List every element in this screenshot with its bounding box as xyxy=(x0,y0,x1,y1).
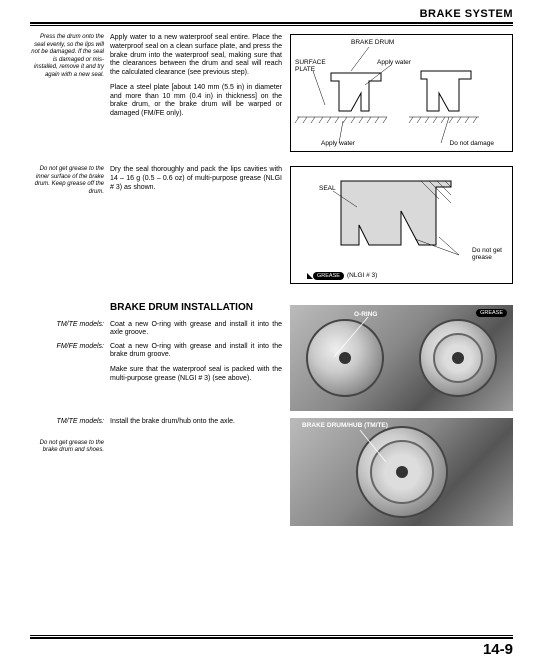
hr-top-thick xyxy=(30,22,513,24)
body-text-3: BRAKE DRUM INSTALLATION xyxy=(110,302,290,321)
body-text-4: Install the brake drum/hub onto the axle… xyxy=(110,418,290,433)
section-4: TM/TE models: Install the brake drum/hub… xyxy=(30,418,513,526)
s4-pa: Install the brake drum/hub onto the axle… xyxy=(110,418,282,427)
header-title: BRAKE SYSTEM xyxy=(30,8,513,20)
model-label-b: FM/FE models: xyxy=(30,343,110,350)
figure-4: BRAKE DRUM/HUB (TM/TE) xyxy=(290,418,513,526)
s2-p1: Dry the seal thoroughly and pack the lip… xyxy=(110,166,282,192)
s1-p2: Place a steel plate [about 140 mm (5.5 i… xyxy=(110,84,282,119)
hr-top-thin xyxy=(30,25,513,26)
body-text-1: Apply water to a new waterproof seal ent… xyxy=(110,34,290,125)
s3-pb: Coat a new O-ring with grease and instal… xyxy=(110,343,282,361)
body-text-2: Dry the seal thoroughly and pack the lip… xyxy=(110,166,290,198)
model-label-4: TM/TE models: xyxy=(30,418,110,425)
figure-3: O-RING GREASE xyxy=(290,305,513,411)
section-1: Press the drum onto the seal evenly, so … xyxy=(30,34,513,152)
side-note-4: Do not get grease to the brake drum and … xyxy=(30,436,110,455)
hr-bot-thick xyxy=(30,637,513,639)
s1-p1: Apply water to a new waterproof seal ent… xyxy=(110,34,282,78)
s3-pa: Coat a new O-ring with grease and instal… xyxy=(110,321,282,339)
figure-2: SEAL Do not get grease (NLGI # 3) GREASE xyxy=(290,166,513,284)
hr-bot-thin xyxy=(30,635,513,636)
s3-pc: Make sure that the waterproof seal is pa… xyxy=(110,366,282,384)
body-text-3b: Coat a new O-ring with grease and instal… xyxy=(110,343,290,390)
page-number: 14-9 xyxy=(30,641,513,658)
section-2: Do not get grease to the inner surface o… xyxy=(30,166,513,284)
side-note-1: Press the drum onto the seal evenly, so … xyxy=(30,34,110,79)
side-note-2: Do not get grease to the inner surface o… xyxy=(30,166,110,196)
section3-title: BRAKE DRUM INSTALLATION xyxy=(110,302,282,315)
body-text-3a: Coat a new O-ring with grease and instal… xyxy=(110,321,290,345)
footer: 14-9 xyxy=(30,635,513,658)
model-label-a: TM/TE models: xyxy=(30,321,110,328)
figure-1: BRAKE DRUM SURFACE PLATE Apply water App… xyxy=(290,34,513,152)
